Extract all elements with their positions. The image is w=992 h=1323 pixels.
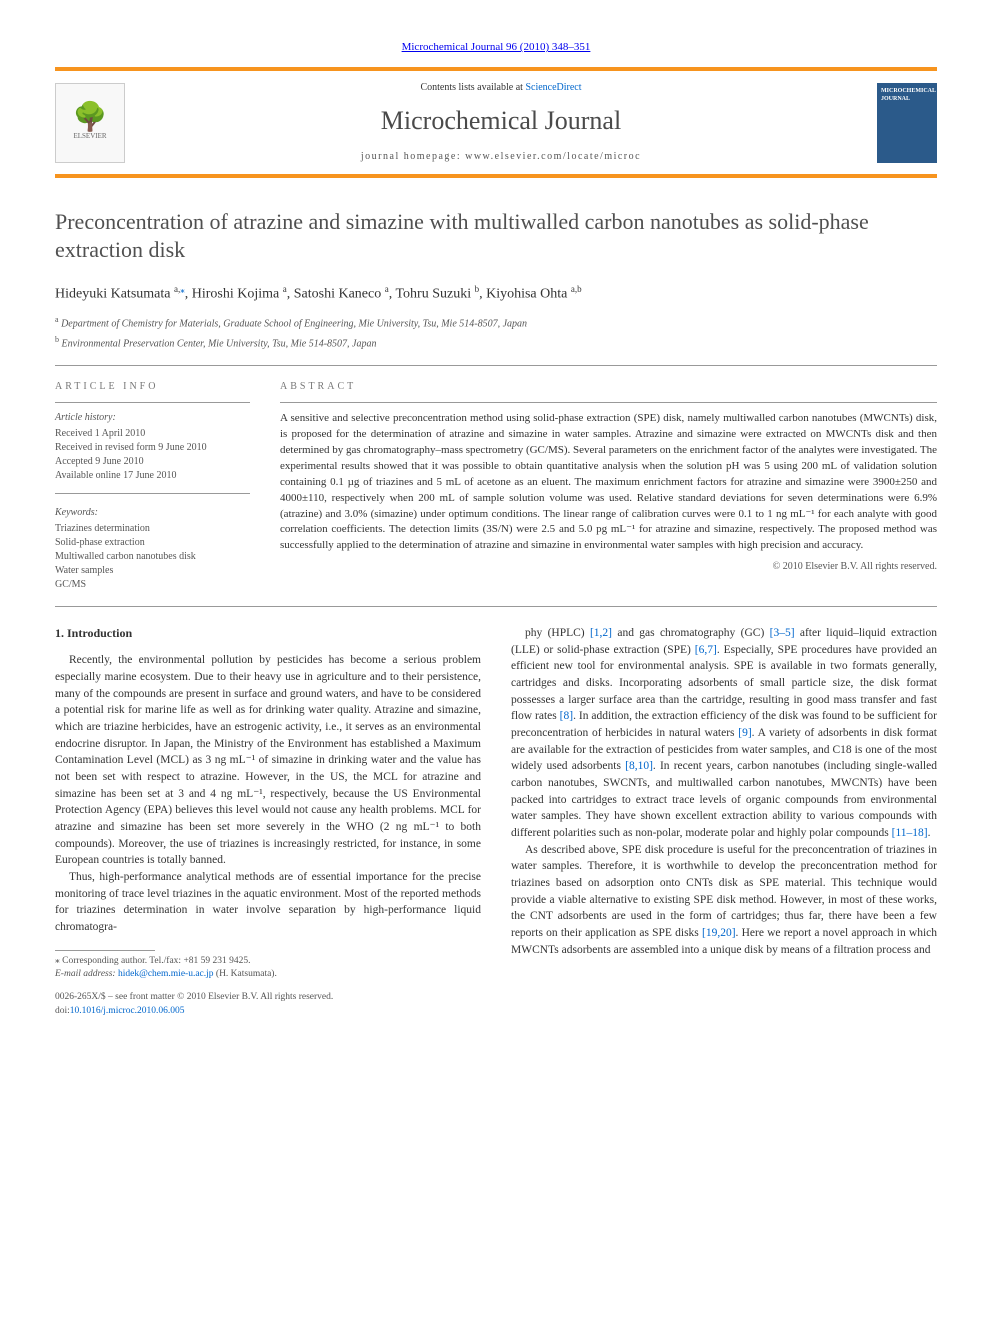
body-paragraph: Thus, high-performance analytical method… xyxy=(55,869,481,936)
ref-link[interactable]: [6,7] xyxy=(695,644,717,656)
body-paragraph: phy (HPLC) [1,2] and gas chromatography … xyxy=(511,625,937,842)
banner-center: Contents lists available at ScienceDirec… xyxy=(140,81,862,163)
article-info: ARTICLE INFO Article history: Received 1… xyxy=(55,380,250,592)
body-paragraph: Recently, the environmental pollution by… xyxy=(55,652,481,869)
corresponding-author-note: ⁎ Corresponding author. Tel./fax: +81 59… xyxy=(55,955,481,968)
author-email-link[interactable]: hidek@chem.mie-u.ac.jp xyxy=(118,969,214,979)
history-item: Received in revised form 9 June 2010 xyxy=(55,441,250,455)
ref-link[interactable]: [8,10] xyxy=(625,760,653,772)
ref-link[interactable]: [8] xyxy=(560,710,573,722)
journal-homepage-line: journal homepage: www.elsevier.com/locat… xyxy=(140,150,862,164)
journal-banner: 🌳 ELSEVIER Contents lists available at S… xyxy=(55,67,937,177)
info-divider xyxy=(55,402,250,403)
cover-title: MICROCHEMICAL JOURNAL xyxy=(881,87,933,104)
keyword: Solid-phase extraction xyxy=(55,536,250,550)
article-info-heading: ARTICLE INFO xyxy=(55,380,250,394)
journal-cover-thumbnail: MICROCHEMICAL JOURNAL xyxy=(877,83,937,163)
doi-link[interactable]: 10.1016/j.microc.2010.06.005 xyxy=(70,1006,185,1016)
affil-text-a: Department of Chemistry for Materials, G… xyxy=(61,319,527,330)
ref-link[interactable]: [1,2] xyxy=(590,627,612,639)
abstract-text: A sensitive and selective preconcentrati… xyxy=(280,411,937,554)
ref-link[interactable]: [19,20] xyxy=(702,927,736,939)
affil-sup-a: a xyxy=(55,315,59,324)
section-heading: 1. Introduction xyxy=(55,625,481,642)
history-item: Accepted 9 June 2010 xyxy=(55,455,250,469)
sciencedirect-link[interactable]: ScienceDirect xyxy=(525,82,581,93)
column-right: phy (HPLC) [1,2] and gas chromatography … xyxy=(511,625,937,1018)
homepage-prefix: journal homepage: xyxy=(361,151,465,162)
ref-link[interactable]: [9] xyxy=(738,727,751,739)
homepage-url: www.elsevier.com/locate/microc xyxy=(465,151,641,162)
history-item: Received 1 April 2010 xyxy=(55,427,250,441)
keyword: Multiwalled carbon nanotubes disk xyxy=(55,550,250,564)
citation-header: Microchemical Journal 96 (2010) 348–351 xyxy=(55,40,937,55)
abstract-divider xyxy=(280,402,937,403)
elsevier-tree-icon: 🌳 xyxy=(73,104,108,132)
affiliation-b: b Environmental Preservation Center, Mie… xyxy=(55,334,937,351)
history-label: Article history: xyxy=(55,411,250,425)
footnote-divider xyxy=(55,950,155,951)
keyword: GC/MS xyxy=(55,578,250,592)
keyword: Water samples xyxy=(55,564,250,578)
ref-link[interactable]: [11–18] xyxy=(892,827,928,839)
citation-link[interactable]: Microchemical Journal 96 (2010) 348–351 xyxy=(402,41,591,53)
body-paragraph: As described above, SPE disk procedure i… xyxy=(511,842,937,959)
divider xyxy=(55,365,937,366)
keyword: Triazines determination xyxy=(55,522,250,536)
divider xyxy=(55,606,937,607)
email-suffix: (H. Katsumata). xyxy=(214,969,277,979)
contents-available-line: Contents lists available at ScienceDirec… xyxy=(140,81,862,95)
column-left: 1. Introduction Recently, the environmen… xyxy=(55,625,481,1018)
meta-section: ARTICLE INFO Article history: Received 1… xyxy=(55,380,937,592)
contents-prefix: Contents lists available at xyxy=(420,82,525,93)
doi-label: doi: xyxy=(55,1006,70,1016)
affiliation-a: a Department of Chemistry for Materials,… xyxy=(55,314,937,331)
body-columns: 1. Introduction Recently, the environmen… xyxy=(55,625,937,1018)
affil-sup-b: b xyxy=(55,335,59,344)
doi-block: 0026-265X/$ – see front matter © 2010 El… xyxy=(55,991,481,1018)
article-title: Preconcentration of atrazine and simazin… xyxy=(55,208,937,265)
journal-name: Microchemical Journal xyxy=(140,103,862,139)
info-divider xyxy=(55,493,250,494)
abstract-section: ABSTRACT A sensitive and selective preco… xyxy=(280,380,937,592)
elsevier-logo: 🌳 ELSEVIER xyxy=(55,83,125,163)
email-label: E-mail address: xyxy=(55,969,118,979)
elsevier-label: ELSEVIER xyxy=(73,132,106,142)
history-item: Available online 17 June 2010 xyxy=(55,469,250,483)
ref-link[interactable]: [3–5] xyxy=(770,627,795,639)
email-line: E-mail address: hidek@chem.mie-u.ac.jp (… xyxy=(55,968,481,981)
author-list: Hideyuki Katsumata a,⁎, Hiroshi Kojima a… xyxy=(55,283,937,304)
affil-text-b: Environmental Preservation Center, Mie U… xyxy=(62,338,377,349)
keywords-label: Keywords: xyxy=(55,506,250,520)
copyright-line: © 2010 Elsevier B.V. All rights reserved… xyxy=(280,560,937,574)
abstract-heading: ABSTRACT xyxy=(280,380,937,394)
issn-line: 0026-265X/$ – see front matter © 2010 El… xyxy=(55,991,481,1004)
